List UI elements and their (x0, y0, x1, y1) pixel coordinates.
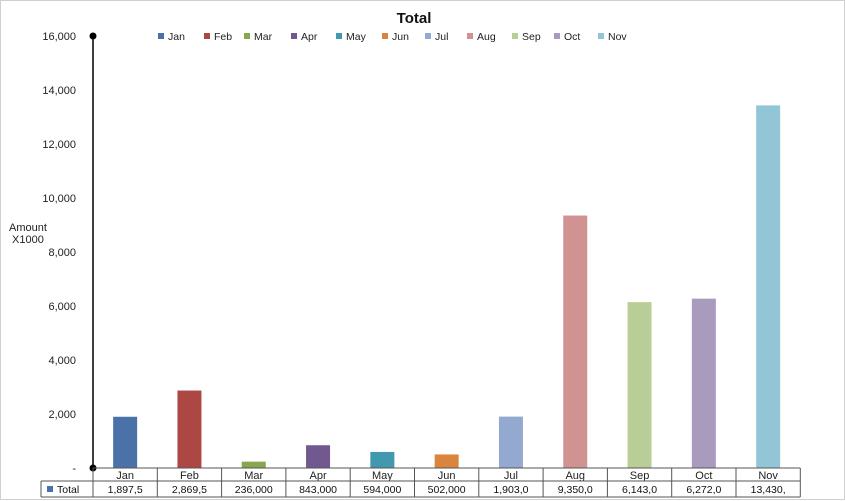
legend-entry: Apr (301, 31, 318, 43)
bar-may (370, 451, 395, 468)
table-cell: 6,272,0 (686, 484, 721, 496)
data-table: 1,897,5 2,869,5 236,000 843,000 594,000 502,0… (40, 467, 801, 498)
y-tick-label: 10,000 (42, 193, 76, 205)
x-category-label: May (372, 470, 393, 482)
y-tick-labels: - 2,000 4,000 6,000 8,000 10,000 12,000 14,000 1… (42, 31, 76, 475)
legend-swatch (204, 33, 210, 39)
legend-entry: Nov (608, 31, 627, 43)
y-tick-label: 6,000 (48, 301, 76, 313)
legend-entry: Mar (254, 31, 273, 43)
bar-feb (177, 390, 202, 468)
bar-jan (113, 416, 138, 468)
table-cell: 9,350,0 (558, 484, 593, 496)
legend-swatch (425, 33, 431, 39)
y-tick-label: 12,000 (42, 139, 76, 151)
legend: Jan Feb Mar Apr May Jun Jul Aug Sep Oct Nov (158, 31, 627, 43)
table-cell: 594,000 (363, 484, 401, 496)
legend-entry: Jun (392, 31, 409, 43)
x-category-label: Apr (309, 470, 326, 482)
legend-swatch (291, 33, 297, 39)
table-cell: 502,000 (428, 484, 466, 496)
legend-swatch (158, 33, 164, 39)
y-axis-label-line1: Amount (9, 222, 47, 234)
x-category-label: Nov (758, 470, 778, 482)
x-category-label: Jul (504, 470, 518, 482)
y-axis (89, 32, 97, 472)
table-cell: 2,869,5 (172, 484, 207, 496)
table-row-swatch (47, 486, 53, 492)
legend-entry: Sep (522, 31, 541, 43)
y-tick-label: 14,000 (42, 85, 76, 97)
x-category-label: Sep (630, 470, 650, 482)
x-category-label: Jan (116, 470, 134, 482)
legend-entry: Jul (435, 31, 448, 43)
table-cell: 6,143,0 (622, 484, 657, 496)
bar-mar (241, 461, 266, 468)
y-axis-label-line2: X1000 (12, 234, 44, 246)
x-category-label: Jun (438, 470, 456, 482)
y-tick-label: 4,000 (48, 355, 76, 367)
bar-jul (498, 416, 523, 468)
legend-entry: May (346, 31, 367, 43)
legend-swatch (467, 33, 473, 39)
legend-entry: Feb (214, 31, 232, 43)
table-cell: 1,897,5 (108, 484, 143, 496)
bars (113, 105, 781, 468)
legend-swatch (554, 33, 560, 39)
legend-swatch (382, 33, 388, 39)
bar-oct (691, 298, 716, 468)
x-category-labels: Jan Feb Mar Apr May Jun Jul Aug Sep Oct Nov (116, 470, 778, 482)
table-row-label: Total (57, 484, 79, 496)
y-tick-label: 2,000 (48, 409, 76, 421)
legend-swatch (244, 33, 250, 39)
bar-nov (756, 105, 781, 468)
table-cell: 236,000 (235, 484, 273, 496)
y-axis-top-marker (89, 32, 97, 40)
y-tick-label: 16,000 (42, 31, 76, 43)
legend-swatch (336, 33, 342, 39)
table-cell: 843,000 (299, 484, 337, 496)
chart-title: Total (397, 10, 432, 27)
x-category-label: Mar (244, 470, 263, 482)
bar-sep (627, 302, 652, 468)
bar-apr (306, 445, 331, 468)
legend-swatch (598, 33, 604, 39)
bar-aug (563, 215, 588, 468)
y-tick-label: - (72, 463, 76, 475)
legend-entry: Jan (168, 31, 185, 43)
table-cell: 13,430, (751, 484, 786, 496)
x-category-label: Feb (180, 470, 199, 482)
x-category-label: Oct (695, 470, 712, 482)
legend-entry: Aug (477, 31, 496, 43)
y-tick-label: 8,000 (48, 247, 76, 259)
table-cell: 1,903,0 (493, 484, 528, 496)
x-category-label: Aug (565, 470, 585, 482)
legend-swatch (512, 33, 518, 39)
legend-entry: Oct (564, 31, 580, 43)
bar-jun (434, 454, 459, 468)
